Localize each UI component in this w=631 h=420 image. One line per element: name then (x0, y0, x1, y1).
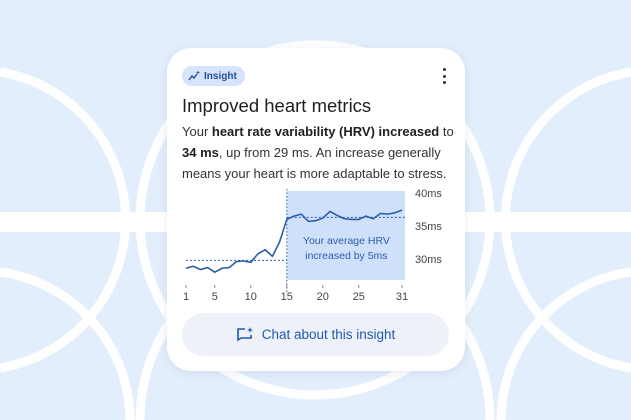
y-tick-label: 30ms (415, 254, 442, 266)
text: Your (182, 124, 212, 139)
chip-label: Insight (204, 70, 237, 82)
chat-sparkle-icon (236, 326, 253, 341)
text-bold: 34 ms (182, 145, 219, 160)
chat-button-label: Chat about this insight (261, 327, 396, 342)
text: to (439, 124, 454, 139)
more-vert-icon[interactable] (439, 68, 449, 84)
y-tick-label: 40ms (415, 188, 442, 200)
chat-about-insight-button[interactable]: Chat about this insight (182, 313, 449, 356)
card-title: Improved heart metrics (182, 95, 372, 116)
x-tick-label: 5 (212, 291, 218, 303)
card-description: Your heart rate variability (HRV) increa… (182, 121, 462, 184)
y-tick-label: 35ms (415, 221, 442, 233)
x-tick-label: 20 (317, 291, 329, 303)
x-tick-label: 1 (183, 291, 189, 303)
chart-annotation: Your average HRV (303, 235, 390, 247)
text-bold: heart rate variability (HRV) increased (211, 124, 440, 139)
x-tick-label: 15 (281, 291, 293, 303)
x-tick-label: 10 (245, 291, 257, 303)
chart-annotation: increased by 5ms (305, 250, 387, 262)
x-tick-label: 25 (353, 291, 365, 303)
x-tick-label: 31 (396, 291, 408, 303)
insight-chip: Insight (182, 66, 245, 86)
trending-sparkle-icon (188, 70, 200, 81)
insight-card: Insight Improved heart metrics Your hear… (167, 48, 465, 371)
text: , up from 29 ms. An increase generally m… (182, 145, 447, 181)
highlight-region (286, 191, 405, 280)
hrv-chart: Your average HRV increased by 5ms 40ms 35ms… (183, 188, 442, 303)
